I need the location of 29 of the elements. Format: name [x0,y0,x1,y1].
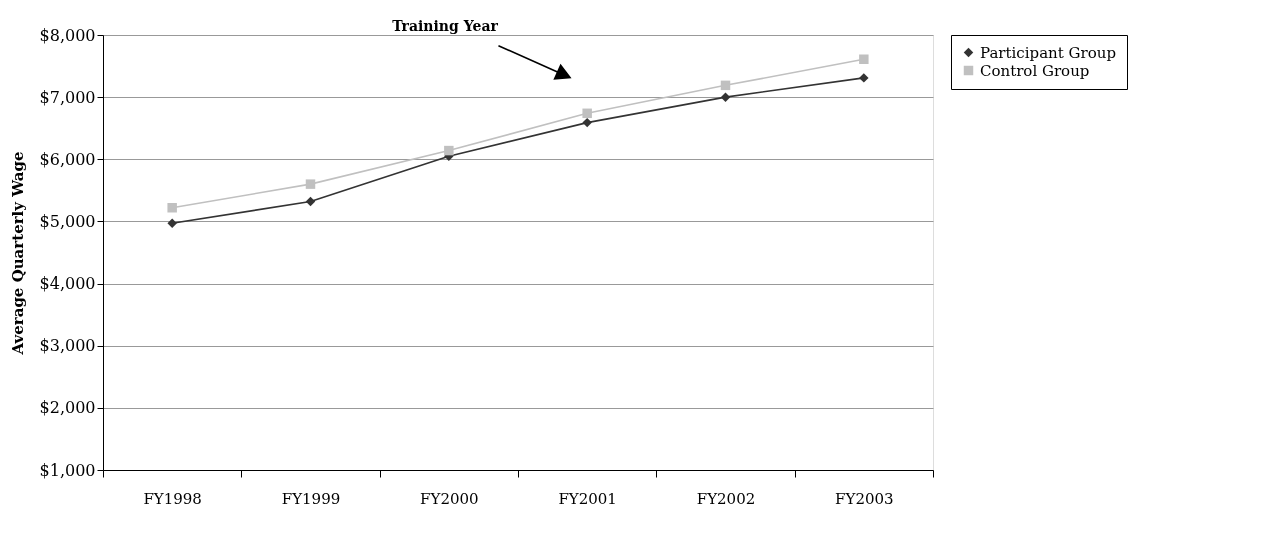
point [582,117,592,128]
y-tick-label: $5,000 [39,211,96,231]
y-tick-label: $2,000 [39,398,96,418]
legend-label: Participant Group [980,43,1117,62]
point [305,179,316,189]
point [720,80,731,91]
point [167,203,177,213]
x-tick-label: FY2000 [420,489,479,508]
x-tick-label: FY2003 [835,489,894,508]
x-tick-label: FY2002 [696,489,756,508]
text: Training Year [392,18,499,34]
y-tick-label: $3,000 [39,336,96,356]
y-tick-label: $7,000 [39,87,96,107]
legend-label: Control Group [980,61,1090,80]
point [305,196,316,207]
x-tick-label: FY1999 [281,489,341,508]
y-tick-label: $4,000 [39,274,96,294]
y-tick-label: $6,000 [39,149,96,169]
y-tick-label: $1,000 [39,460,96,480]
point [859,73,869,83]
point [167,218,177,229]
point [444,145,454,156]
point [859,54,869,64]
point [582,108,592,119]
x-tick-label: FY1998 [143,489,202,508]
y-tick-label: $8,000 [39,25,96,45]
x-tick-label: FY2001 [558,489,617,508]
y-axis-title: Average Quarterly Wage [8,151,27,356]
point [720,92,731,102]
